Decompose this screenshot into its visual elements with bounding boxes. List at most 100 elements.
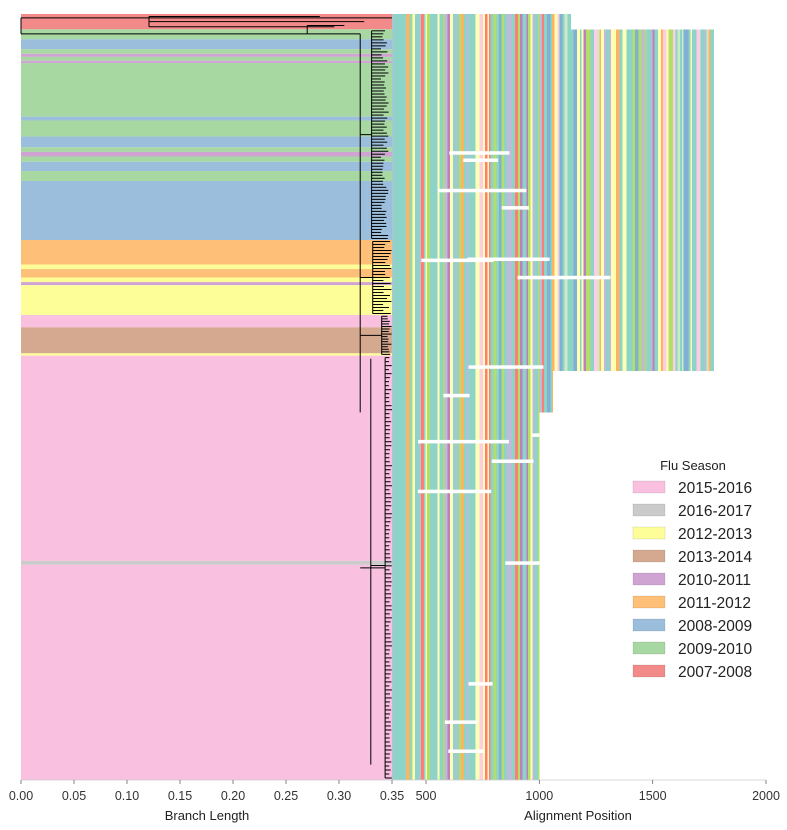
alignment-column-2-50 <box>509 370 513 413</box>
alignment-column-1-41 <box>490 29 492 371</box>
alignment-column-0-25 <box>452 14 456 30</box>
alignment-gap-3-0 <box>505 561 540 565</box>
tree-tick-label-7: 0.35 <box>380 789 404 803</box>
tree-tick-label-2: 0.10 <box>115 789 139 803</box>
alignment-column-1-35 <box>475 29 480 371</box>
alignment-column-1-66 <box>545 29 548 371</box>
alignment-column-3-11 <box>419 412 422 780</box>
alignment-column-3-35 <box>475 412 480 780</box>
alignment-column-1-90 <box>606 29 610 371</box>
legend-label-2012-2013: 2012-2013 <box>678 526 752 543</box>
alignment-column-2-13 <box>423 370 426 413</box>
alignment-column-2-2 <box>395 370 399 413</box>
alignment-column-1-103 <box>638 29 642 371</box>
alignment-column-0-13 <box>423 14 426 30</box>
alignment-column-2-58 <box>528 370 531 413</box>
alignment-column-1-16 <box>429 29 432 371</box>
alignment-column-0-4 <box>402 14 407 30</box>
alignment-column-2-25 <box>452 370 456 413</box>
alignment-tick-label-2: 1500 <box>639 789 667 803</box>
branch-length-axis-title: Branch Length <box>165 808 250 823</box>
alignment-column-1-54 <box>520 29 523 371</box>
alignment-column-3-39 <box>487 412 490 780</box>
alignment-column-0-43 <box>493 14 496 30</box>
alignment-column-1-30 <box>463 29 467 371</box>
alignment-column-1-83 <box>589 29 591 371</box>
alignment-column-2-6 <box>409 370 412 413</box>
alignment-column-1-117 <box>672 29 676 371</box>
alignment-column-1-36 <box>479 29 483 371</box>
alignment-column-3-59 <box>530 412 533 780</box>
alignment-column-2-63 <box>539 370 542 413</box>
alignment-column-1-29 <box>460 29 464 371</box>
alignment-column-1-124 <box>688 29 691 371</box>
clade-band-18 <box>21 264 392 270</box>
alignment-column-0-74 <box>564 14 568 30</box>
alignment-column-2-10 <box>417 370 420 413</box>
alignment-column-0-29 <box>460 14 464 30</box>
alignment-column-3-8 <box>412 412 415 780</box>
alignment-column-0-19 <box>437 14 440 30</box>
alignment-column-2-4 <box>402 370 407 413</box>
alignment-column-2-48 <box>504 370 507 413</box>
clade-band-7 <box>21 63 392 117</box>
alignment-column-2-29 <box>460 370 464 413</box>
alignment-column-1-129 <box>700 29 705 371</box>
alignment-column-1-18 <box>434 29 438 371</box>
alignment-column-3-46 <box>498 412 502 780</box>
alignment-column-3-23 <box>447 412 450 780</box>
alignment-column-3-1 <box>393 412 396 780</box>
alignment-column-1-50 <box>509 29 513 371</box>
alignment-gap-3-1 <box>418 439 509 444</box>
alignment-column-1-22 <box>444 29 448 371</box>
alignment-column-2-65 <box>544 370 546 413</box>
alignment-column-1-80 <box>581 29 584 371</box>
alignment-column-0-21 <box>442 14 445 30</box>
alignment-column-1-60 <box>532 29 535 371</box>
alignment-tick-label-1: 1000 <box>525 789 553 803</box>
alignment-column-2-19 <box>437 370 440 413</box>
alignment-gap-1-3 <box>463 158 498 162</box>
alignment-column-1-3 <box>398 29 403 371</box>
alignment-column-2-11 <box>419 370 422 413</box>
alignment-column-0-11 <box>419 14 422 30</box>
alignment-column-3-24 <box>449 412 453 780</box>
alignment-column-1-32 <box>468 29 471 371</box>
alignment-column-0-54 <box>520 14 523 30</box>
alignment-column-1-92 <box>610 29 613 371</box>
alignment-column-1-132 <box>706 29 709 371</box>
alignment-column-3-58 <box>528 412 531 780</box>
alignment-column-0-2 <box>395 14 399 30</box>
alignment-column-1-15 <box>427 29 430 371</box>
alignment-column-1-52 <box>514 29 519 371</box>
alignment-column-1-9 <box>415 29 418 371</box>
alignment-column-1-76 <box>571 29 574 371</box>
alignment-column-0-17 <box>431 14 435 30</box>
alignment-column-3-18 <box>434 412 438 780</box>
alignment-column-1-23 <box>447 29 450 371</box>
alignment-column-3-44 <box>495 412 497 780</box>
alignment-column-0-75 <box>567 14 572 30</box>
alignment-column-3-32 <box>468 412 471 780</box>
alignment-column-1-110 <box>654 29 658 371</box>
alignment-column-2-16 <box>429 370 432 413</box>
alignment-gap-3-3 <box>468 682 493 686</box>
alignment-column-0-63 <box>539 14 542 30</box>
alignment-column-1-89 <box>604 29 607 371</box>
alignment-column-3-5 <box>406 412 410 780</box>
alignment-column-3-49 <box>506 412 510 780</box>
alignment-column-2-44 <box>495 370 497 413</box>
alignment-column-1-25 <box>452 29 456 371</box>
alignment-column-1-94 <box>615 29 620 371</box>
x-axes: 0.00 0.05 0.10 0.15 0.20 0.25 0.30 0.35 500 1000 1… <box>9 779 780 803</box>
alignment-column-1-86 <box>597 29 600 371</box>
legend-label-2016-2017: 2016-2017 <box>678 503 752 520</box>
alignment-column-2-36 <box>479 370 483 413</box>
tree-tick-label-5: 0.25 <box>274 789 298 803</box>
clade-band-24 <box>21 327 392 354</box>
alignment-column-2-66 <box>545 370 548 413</box>
alignment-column-0-20 <box>439 14 443 30</box>
alignment-column-2-34 <box>472 370 476 413</box>
alignment-gap-3-2 <box>444 720 478 724</box>
alignment-column-2-33 <box>470 370 473 413</box>
